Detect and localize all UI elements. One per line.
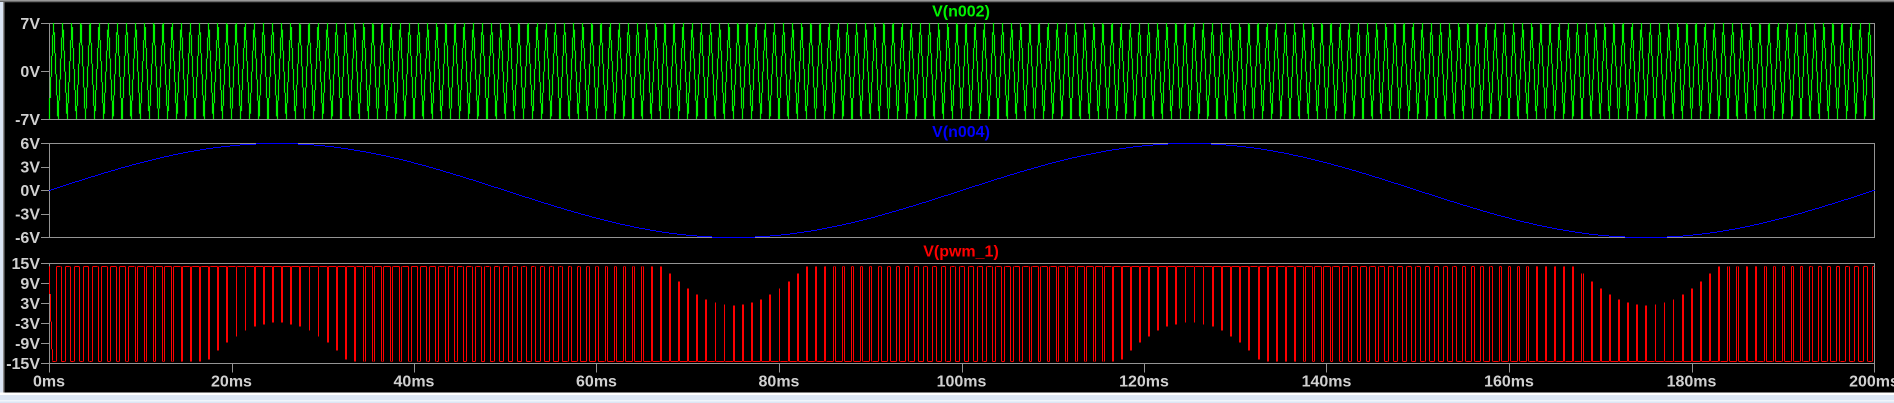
- svg-text:160ms: 160ms: [1484, 374, 1534, 391]
- svg-text:140ms: 140ms: [1302, 374, 1352, 391]
- svg-text:-15V: -15V: [6, 356, 40, 373]
- svg-text:0ms: 0ms: [33, 374, 65, 391]
- svg-text:-3V: -3V: [15, 316, 40, 333]
- svg-text:-3V: -3V: [15, 206, 40, 223]
- svg-text:180ms: 180ms: [1667, 374, 1717, 391]
- svg-text:200ms: 200ms: [1849, 374, 1894, 391]
- svg-text:0V: 0V: [20, 183, 40, 200]
- svg-text:V(pwm_1): V(pwm_1): [923, 244, 999, 261]
- svg-text:7V: 7V: [20, 16, 40, 33]
- svg-text:V(n002): V(n002): [932, 4, 990, 21]
- svg-text:100ms: 100ms: [937, 374, 987, 391]
- svg-text:40ms: 40ms: [394, 374, 435, 391]
- svg-text:-9V: -9V: [15, 336, 40, 353]
- svg-text:3V: 3V: [20, 296, 40, 313]
- svg-text:20ms: 20ms: [211, 374, 252, 391]
- svg-text:0V: 0V: [20, 64, 40, 81]
- svg-text:120ms: 120ms: [1119, 374, 1169, 391]
- svg-text:80ms: 80ms: [759, 374, 800, 391]
- svg-text:6V: 6V: [20, 136, 40, 153]
- svg-text:15V: 15V: [12, 256, 41, 273]
- svg-text:-6V: -6V: [15, 230, 40, 247]
- svg-text:-7V: -7V: [15, 112, 40, 129]
- svg-text:9V: 9V: [20, 276, 40, 293]
- svg-text:60ms: 60ms: [576, 374, 617, 391]
- svg-text:V(n004): V(n004): [932, 124, 990, 141]
- svg-text:3V: 3V: [20, 159, 40, 176]
